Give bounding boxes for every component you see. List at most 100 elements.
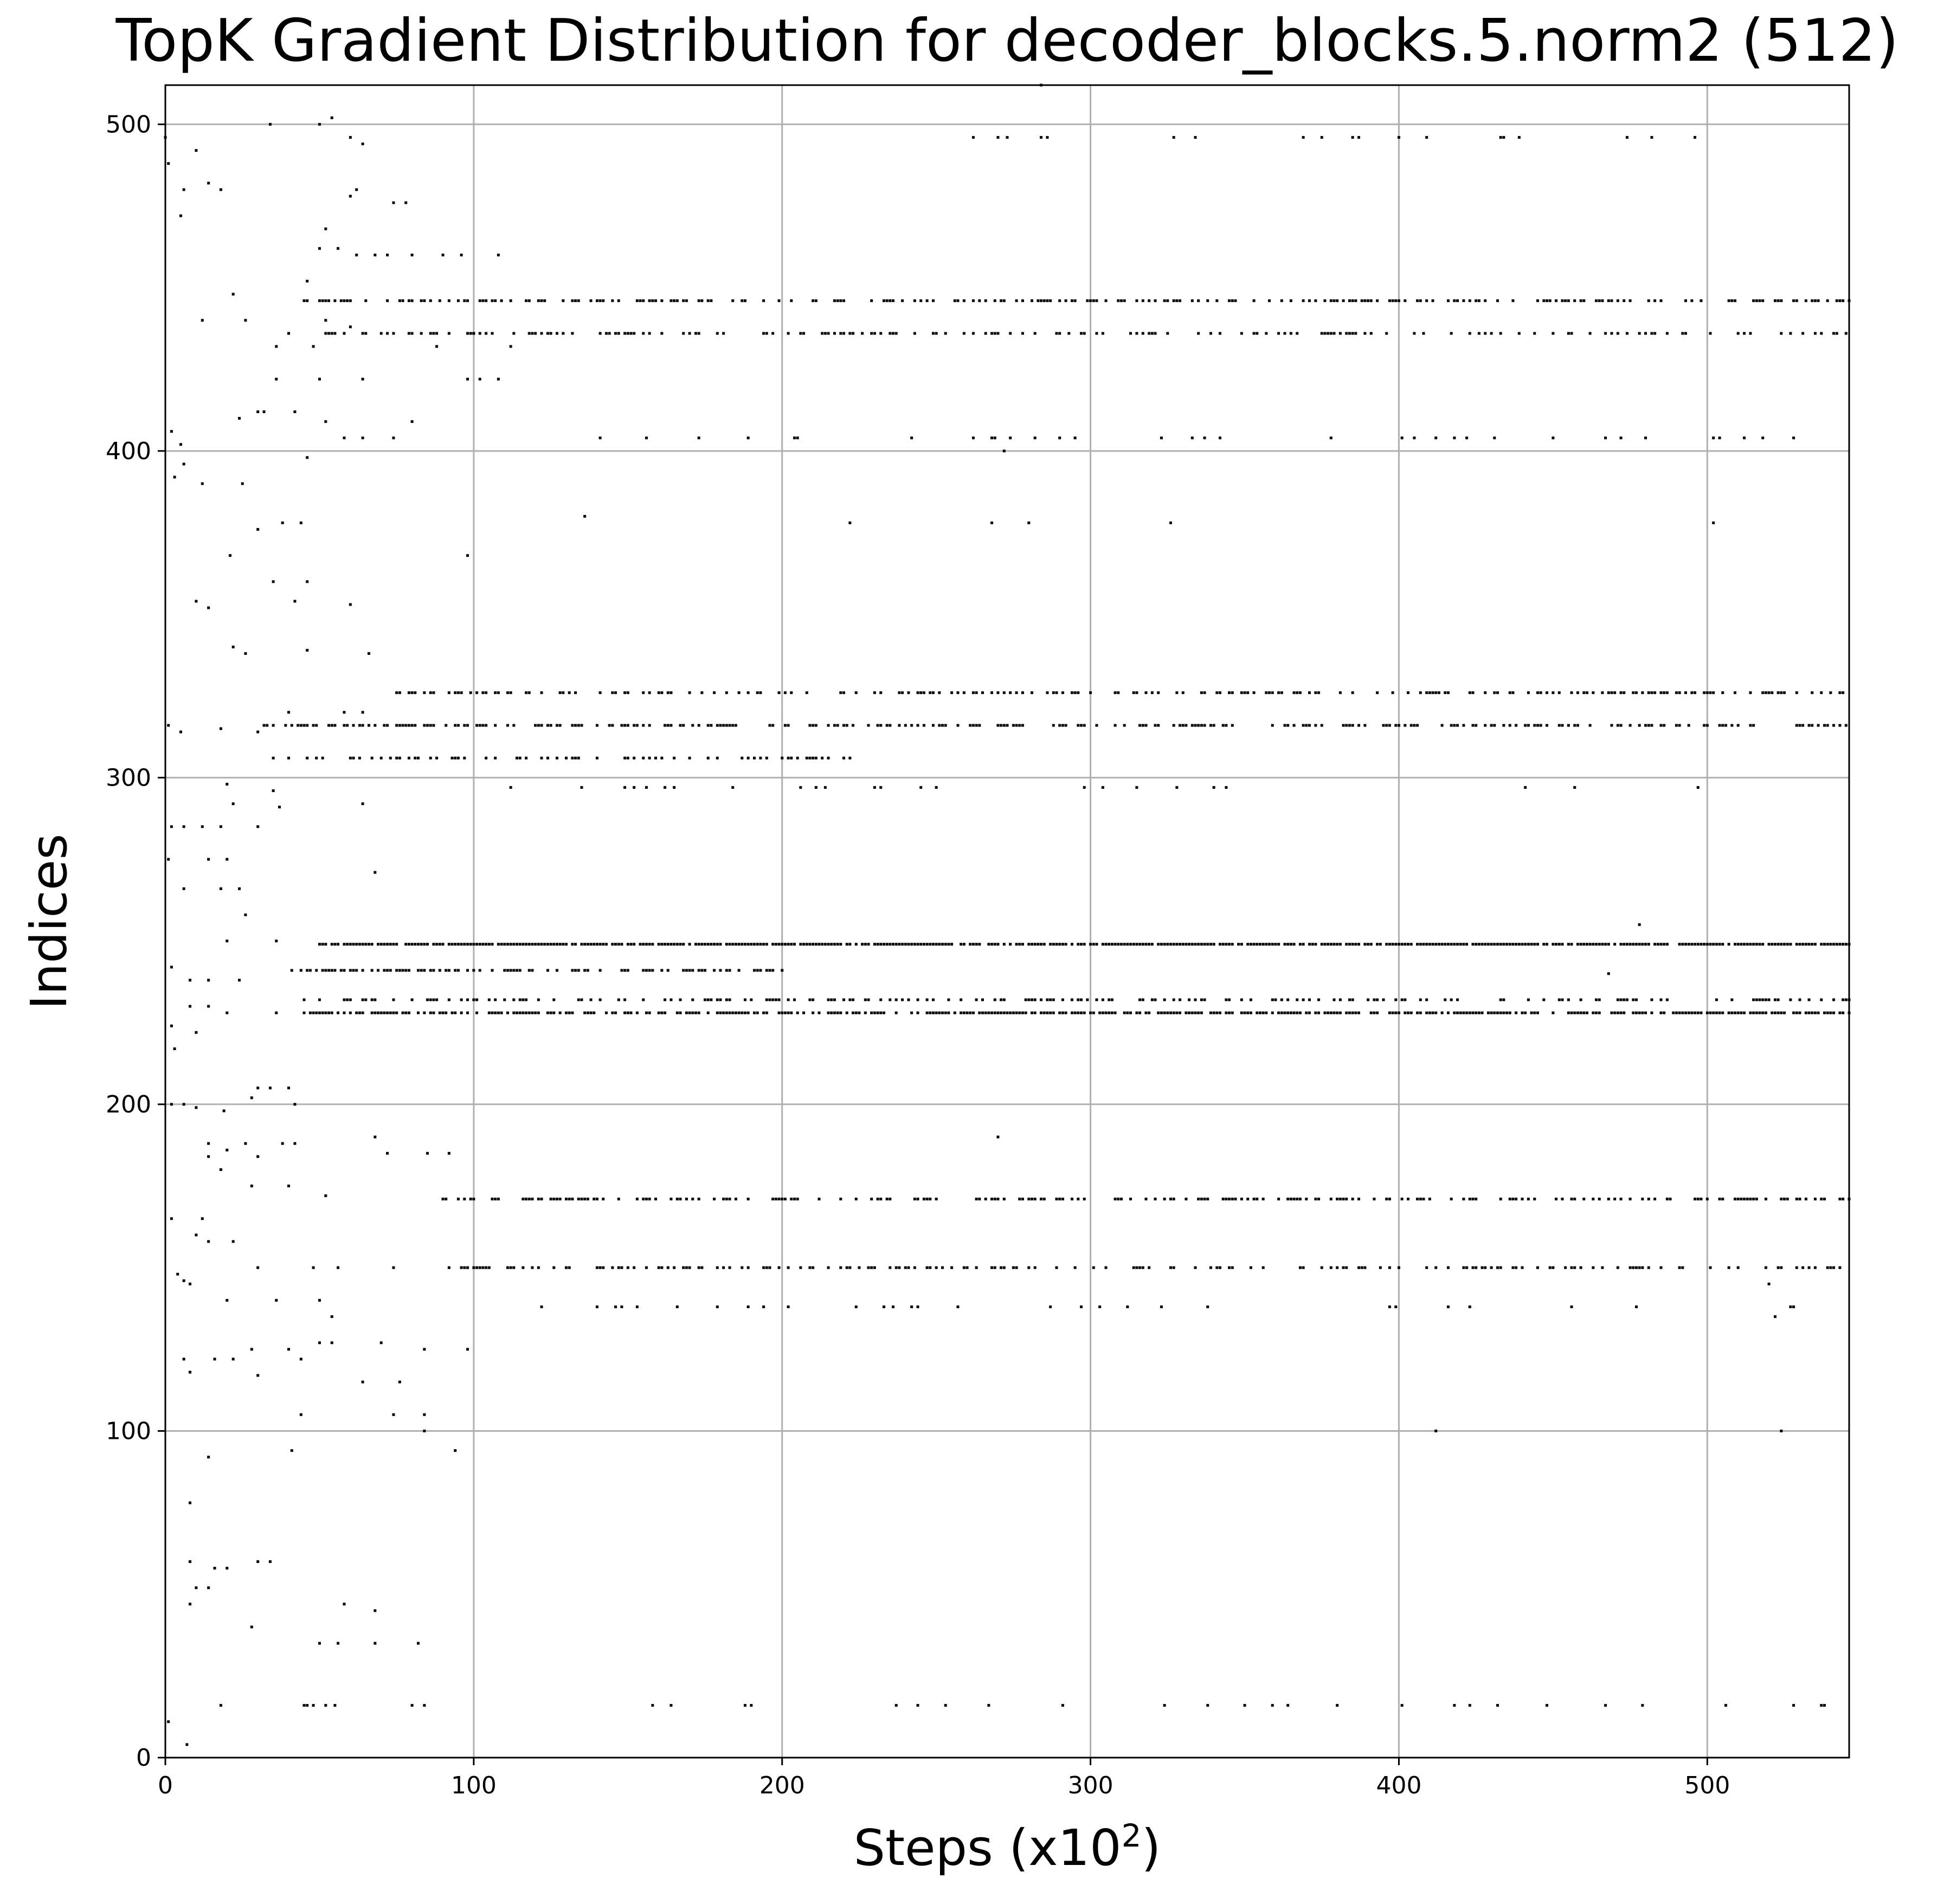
data-point [1163,1198,1166,1201]
data-point [633,1266,636,1269]
data-point [1703,724,1706,727]
data-point [706,299,710,303]
data-point [1561,998,1564,1001]
data-point [447,332,450,335]
data-point [494,1198,497,1201]
data-point [1573,1198,1576,1201]
data-point [1338,998,1342,1001]
data-point [287,1185,291,1188]
data-point [1119,943,1123,946]
data-point [1542,299,1546,303]
data-point [1515,1266,1518,1269]
data-point [848,756,852,760]
data-point [438,969,441,972]
data-point [1305,1011,1308,1014]
data-point [1517,943,1521,946]
data-point [704,998,707,1001]
data-point [873,691,876,694]
data-point [522,998,525,1001]
data-point [935,943,938,946]
data-point [349,195,352,198]
data-point [679,998,682,1001]
data-point [1175,299,1179,303]
data-point [416,1642,420,1645]
data-point [996,136,1000,139]
data-point [817,1198,821,1201]
data-point [981,691,984,694]
data-point [1240,998,1243,1001]
data-point [1215,1011,1219,1014]
data-point [1780,332,1783,335]
data-point [1755,998,1758,1001]
data-point [1801,1266,1805,1269]
data-point [1792,1305,1795,1308]
data-point [201,319,204,322]
data-point [1811,943,1814,946]
data-point [858,1266,861,1269]
data-point [688,1011,691,1014]
data-point [549,724,552,727]
data-point [1160,436,1163,440]
data-point [1826,1266,1829,1269]
data-point [1842,998,1845,1001]
data-point [1616,1011,1619,1014]
data-point [1771,691,1774,694]
data-point [796,1198,799,1201]
data-point [673,943,676,946]
data-point [445,1011,448,1014]
data-point [374,1011,377,1014]
data-point [1172,998,1175,1001]
data-point [1197,332,1200,335]
data-point [1712,943,1715,946]
data-point [756,1011,759,1014]
data-point [219,1704,222,1707]
data-point [743,943,746,946]
data-point [389,756,392,760]
data-point [1027,521,1031,524]
data-point [167,162,170,165]
data-point [1468,299,1471,303]
data-point [700,299,704,303]
data-point [885,943,889,946]
data-point [598,299,602,303]
data-point [1219,943,1222,946]
data-point [916,1305,919,1308]
data-point [716,332,719,335]
data-point [1515,1011,1518,1014]
data-point [577,724,580,727]
data-point [349,756,352,760]
data-point [685,299,688,303]
data-point [266,724,269,727]
data-point [904,724,907,727]
data-point [312,1011,315,1014]
data-point [1681,943,1684,946]
data-point [1842,299,1845,303]
data-point [1150,998,1154,1001]
data-point [975,691,978,694]
data-point [485,943,488,946]
data-point [571,943,574,946]
data-point [364,943,368,946]
data-point [445,1198,448,1201]
data-point [944,332,947,335]
data-point [1117,299,1120,303]
data-point [1632,943,1635,946]
data-point [571,299,574,303]
data-point [226,1567,229,1570]
data-point [1434,1011,1438,1014]
data-point [1333,1011,1336,1014]
data-point [552,998,556,1001]
data-point [1628,299,1632,303]
data-point [1515,1198,1518,1201]
data-point [1527,998,1530,1001]
data-point [990,332,994,335]
data-point [1628,1198,1632,1201]
data-point [1351,332,1354,335]
data-point [367,652,370,655]
data-point [1616,998,1619,1001]
data-point [179,443,182,446]
data-point [919,691,923,694]
data-point [195,149,198,152]
data-point [1228,1266,1231,1269]
data-point [1092,1011,1095,1014]
